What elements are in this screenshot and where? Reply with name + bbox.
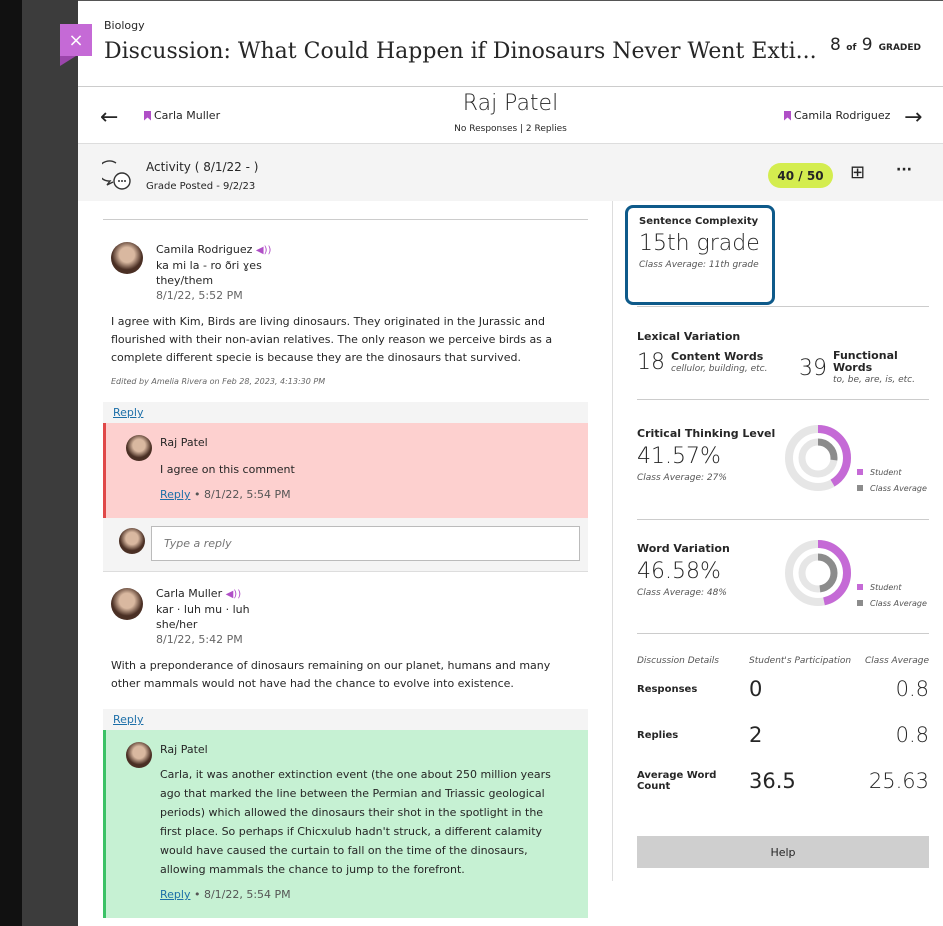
- reply-author: Raj Patel: [160, 743, 208, 756]
- page-title: Discussion: What Could Happen if Dinosau…: [104, 39, 817, 64]
- student-nav: ← Carla Muller Raj Patel No Responses | …: [78, 87, 943, 143]
- reply-body: I agree on this comment: [160, 463, 295, 476]
- word-variation-donut: [785, 540, 851, 606]
- reply-link[interactable]: Reply: [113, 713, 144, 726]
- student-name: Raj Patel: [462, 91, 559, 116]
- grading-panel: Biology Discussion: What Could Happen if…: [78, 0, 943, 926]
- critical-thinking-donut: [785, 425, 851, 491]
- pronouns: they/them: [156, 274, 214, 287]
- critical-thinking: Critical Thinking Level 41.57% Class Ave…: [637, 425, 929, 493]
- post: Carla Muller ◀)) kar · luh mu · luh she/…: [103, 571, 588, 693]
- sentence-complexity-card: Sentence Complexity 15th grade Class Ave…: [625, 205, 775, 305]
- course-name: Biology: [104, 19, 145, 32]
- graded-count: 8 of 9 GRADED: [830, 35, 921, 55]
- prev-student-link[interactable]: Carla Muller: [144, 109, 220, 122]
- avatar: [119, 528, 145, 554]
- post-date: 8/1/22, 5:42 PM: [156, 633, 243, 646]
- pronunciation-audio-icon[interactable]: ◀)): [225, 589, 242, 600]
- student-ring: [785, 540, 851, 606]
- activity-title: Activity ( 8/1/22 - ): [146, 160, 259, 174]
- avatar: [111, 242, 143, 274]
- reply-author: Raj Patel: [160, 436, 208, 449]
- student-reply: Raj Patel I agree on this comment Reply …: [103, 423, 588, 518]
- reply-input[interactable]: [151, 526, 580, 561]
- post-body: I agree with Kim, Birds are living dinos…: [111, 315, 553, 364]
- analytics-panel: Sentence Complexity 15th grade Class Ave…: [612, 201, 930, 881]
- next-student-link[interactable]: Camila Rodriguez: [784, 109, 890, 122]
- reply-link[interactable]: Reply: [160, 888, 191, 901]
- post-author: Camila Rodriguez: [156, 243, 253, 256]
- student-ring: [785, 425, 851, 491]
- post-date: 8/1/22, 5:52 PM: [156, 289, 243, 302]
- bookmark-icon: [144, 110, 151, 121]
- reply-date: • 8/1/22, 5:54 PM: [193, 488, 291, 501]
- post-body: With a preponderance of dinosaurs remain…: [111, 659, 551, 690]
- class-average-ring: [798, 553, 838, 593]
- pronouns: she/her: [156, 618, 198, 631]
- avatar: [126, 742, 152, 768]
- more-options-button[interactable]: ···: [896, 162, 912, 178]
- edited-note: Edited by Amelia Rivera on Feb 28, 2023,…: [111, 377, 326, 386]
- table-row: Responses 0 0.8: [637, 677, 929, 701]
- discussion-details-table: Discussion Details Student's Participatio…: [637, 656, 929, 804]
- reply-link[interactable]: Reply: [160, 488, 191, 501]
- bookmark-icon: [784, 110, 791, 121]
- reply-link[interactable]: Reply: [113, 406, 144, 419]
- pronunciation-audio-icon[interactable]: ◀)): [255, 245, 272, 256]
- pronunciation: kar · luh mu · luh: [156, 603, 250, 616]
- posts-list: Camila Rodriguez ◀)) ka mi la - ro ðri ɣ…: [103, 219, 588, 918]
- reply-body: Carla, it was another extinction event (…: [160, 768, 551, 876]
- next-student-arrow-icon[interactable]: →: [904, 105, 923, 130]
- close-button[interactable]: ×: [60, 24, 92, 66]
- word-variation: Word Variation 46.58% Class Average: 48%…: [637, 540, 929, 608]
- add-feedback-icon[interactable]: ⊞: [850, 162, 866, 183]
- prev-student-arrow-icon[interactable]: ←: [100, 105, 119, 130]
- avatar: [126, 435, 152, 461]
- grade-pill[interactable]: 40 / 50: [768, 163, 833, 188]
- help-button[interactable]: Help: [637, 836, 929, 868]
- grade-posted: Grade Posted - 9/2/23: [146, 181, 256, 192]
- post: Camila Rodriguez ◀)) ka mi la - ro ðri ɣ…: [103, 220, 588, 386]
- sentence-complexity-value: 15th grade: [639, 231, 760, 256]
- discussion-icon: [102, 160, 131, 190]
- lexical-variation: Lexical Variation 18 Content Words cellulo…: [637, 330, 915, 385]
- table-row: Average Word Count 36.5 25.63: [637, 769, 929, 793]
- student-summary: No Responses | 2 Replies: [454, 124, 567, 134]
- pronunciation: ka mi la - ro ðri ɣes: [156, 259, 262, 272]
- post-author: Carla Muller: [156, 587, 223, 600]
- activity-bar: Activity ( 8/1/22 - ) Grade Posted - 9/2…: [78, 143, 943, 201]
- class-average-ring: [798, 438, 838, 478]
- reply-date: • 8/1/22, 5:54 PM: [193, 888, 291, 901]
- avatar: [111, 588, 143, 620]
- table-row: Replies 2 0.8: [637, 723, 929, 747]
- student-reply: Raj Patel Carla, it was another extincti…: [103, 730, 588, 918]
- background-page: [0, 0, 78, 926]
